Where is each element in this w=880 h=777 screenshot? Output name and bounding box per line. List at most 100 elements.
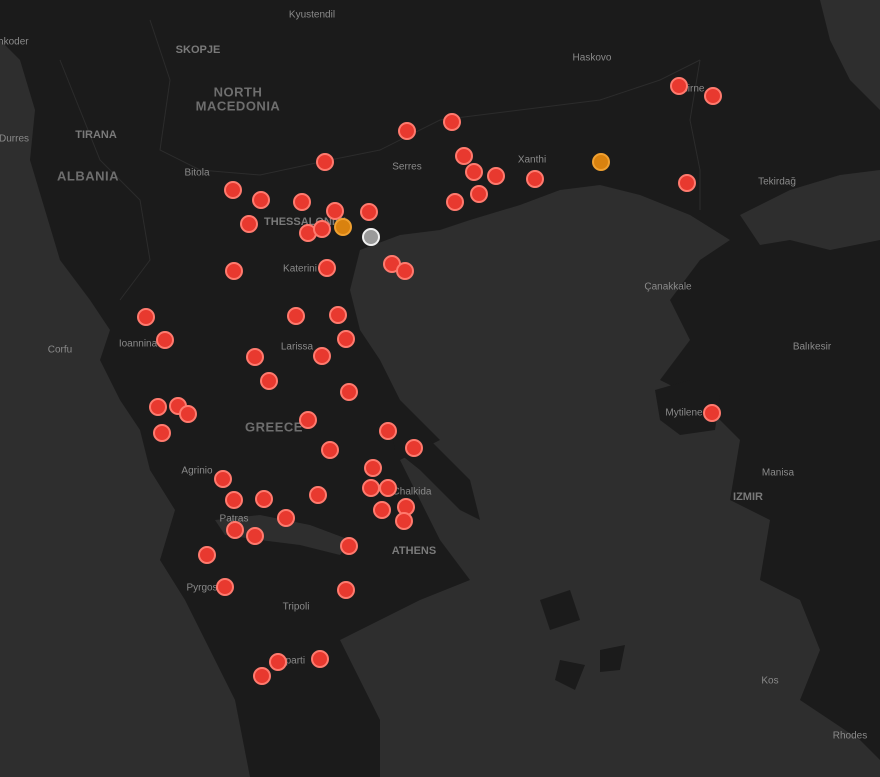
marker[interactable]	[318, 259, 336, 277]
marker[interactable]	[373, 501, 391, 519]
marker[interactable]	[405, 439, 423, 457]
place-label: Sparti	[279, 656, 305, 667]
black-sea	[820, 0, 880, 110]
marker[interactable]	[299, 411, 317, 429]
place-label: Chalkida	[393, 487, 432, 498]
place-label: Durres	[0, 134, 29, 145]
marker[interactable]	[379, 479, 397, 497]
marker[interactable]	[398, 122, 416, 140]
marker[interactable]	[287, 307, 305, 325]
island	[540, 590, 580, 630]
marker[interactable]	[153, 424, 171, 442]
marker[interactable]	[226, 521, 244, 539]
border	[149, 19, 701, 176]
marker[interactable]	[246, 348, 264, 366]
marker[interactable]	[224, 181, 242, 199]
marker[interactable]	[326, 202, 344, 220]
marker[interactable]	[396, 262, 414, 280]
marker[interactable]	[156, 331, 174, 349]
marker[interactable]	[225, 491, 243, 509]
border	[689, 59, 701, 210]
island	[600, 645, 625, 672]
marker[interactable]	[216, 578, 234, 596]
island	[555, 660, 585, 690]
country-label: MACEDONIA	[196, 98, 281, 113]
country-label: GREECE	[245, 419, 303, 434]
marker[interactable]	[293, 193, 311, 211]
marker[interactable]	[277, 509, 295, 527]
marker[interactable]	[149, 398, 167, 416]
marker[interactable]	[252, 191, 270, 209]
marker[interactable]	[592, 153, 610, 171]
marker[interactable]	[311, 650, 329, 668]
marker[interactable]	[360, 203, 378, 221]
marker[interactable]	[337, 581, 355, 599]
marker[interactable]	[362, 479, 380, 497]
marker[interactable]	[260, 372, 278, 390]
place-label: Corfu	[48, 345, 72, 356]
place-label: Larissa	[281, 342, 314, 353]
place-labels: Kyustendil SKOPJE NORTH MACEDONIA Haskov…	[0, 10, 867, 742]
place-label: Kyustendil	[289, 10, 335, 21]
country-label: ALBANIA	[57, 168, 119, 183]
marker[interactable]	[313, 347, 331, 365]
marker[interactable]	[214, 470, 232, 488]
marker[interactable]	[198, 546, 216, 564]
markers	[137, 77, 722, 685]
place-label: Kos	[761, 676, 778, 687]
marker[interactable]	[246, 527, 264, 545]
marker[interactable]	[269, 653, 287, 671]
marker[interactable]	[309, 486, 327, 504]
marker[interactable]	[526, 170, 544, 188]
marker[interactable]	[313, 220, 331, 238]
place-label: Shkoder	[0, 37, 29, 48]
marker[interactable]	[678, 174, 696, 192]
place-label: Haskovo	[573, 53, 612, 64]
marker[interactable]	[465, 163, 483, 181]
marker[interactable]	[670, 77, 688, 95]
marmara-sea	[740, 170, 880, 250]
marker[interactable]	[470, 185, 488, 203]
place-label: Xanthi	[518, 155, 546, 166]
place-label: SKOPJE	[176, 44, 221, 56]
marker[interactable]	[455, 147, 473, 165]
country-label: NORTH	[214, 84, 263, 99]
marker[interactable]	[321, 441, 339, 459]
place-label: TIRANA	[75, 129, 117, 141]
marker[interactable]	[316, 153, 334, 171]
marker[interactable]	[240, 215, 258, 233]
marker[interactable]	[329, 306, 347, 324]
marker[interactable]	[379, 422, 397, 440]
marker[interactable]	[225, 262, 243, 280]
marker[interactable]	[364, 459, 382, 477]
marker[interactable]	[446, 193, 464, 211]
place-label: Patras	[220, 514, 249, 525]
marker[interactable]	[395, 512, 413, 530]
marker[interactable]	[340, 383, 358, 401]
marker[interactable]	[703, 404, 721, 422]
border	[59, 59, 151, 301]
marker[interactable]	[340, 537, 358, 555]
marker[interactable]	[487, 167, 505, 185]
island	[655, 380, 720, 435]
marker[interactable]	[704, 87, 722, 105]
gulf	[215, 515, 350, 555]
marker[interactable]	[443, 113, 461, 131]
place-label: Mytilene	[665, 408, 703, 419]
marker[interactable]	[253, 667, 271, 685]
marker[interactable]	[255, 490, 273, 508]
place-label: Pyrgos	[186, 583, 217, 594]
place-label: Manisa	[762, 468, 795, 479]
place-label: Tekirdağ	[758, 177, 796, 188]
marker[interactable]	[334, 218, 352, 236]
ionian-sea	[0, 40, 250, 777]
marker[interactable]	[337, 330, 355, 348]
marker[interactable]	[362, 228, 380, 246]
place-label: IZMIR	[733, 491, 763, 503]
place-label: Katerini	[283, 264, 317, 275]
marker[interactable]	[179, 405, 197, 423]
place-label: Edirne	[676, 84, 705, 95]
marker[interactable]	[137, 308, 155, 326]
place-label: Balıkesir	[793, 342, 832, 353]
